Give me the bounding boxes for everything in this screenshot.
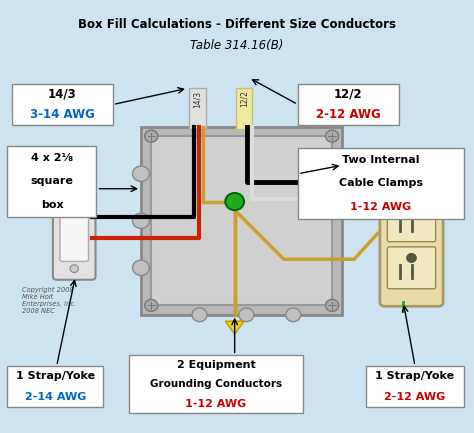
Circle shape xyxy=(326,130,338,142)
FancyBboxPatch shape xyxy=(298,148,464,219)
Text: 12/2: 12/2 xyxy=(334,87,363,100)
FancyBboxPatch shape xyxy=(129,355,302,413)
Text: 12/2: 12/2 xyxy=(239,90,248,107)
Circle shape xyxy=(133,260,149,275)
Text: 1-12 AWG: 1-12 AWG xyxy=(350,202,412,212)
Text: Box Fill Calculations - Different Size Conductors: Box Fill Calculations - Different Size C… xyxy=(78,18,396,31)
FancyBboxPatch shape xyxy=(12,84,113,125)
Text: Grounding Conductors: Grounding Conductors xyxy=(150,379,282,389)
FancyBboxPatch shape xyxy=(60,193,89,262)
FancyBboxPatch shape xyxy=(387,200,436,242)
Circle shape xyxy=(326,300,338,311)
Circle shape xyxy=(225,193,244,210)
Text: square: square xyxy=(30,176,73,186)
FancyBboxPatch shape xyxy=(53,174,96,280)
Text: Two Internal: Two Internal xyxy=(342,155,420,165)
Text: 2 Equipment: 2 Equipment xyxy=(176,360,255,370)
Text: 3-14 AWG: 3-14 AWG xyxy=(30,108,95,121)
FancyBboxPatch shape xyxy=(8,146,97,216)
Polygon shape xyxy=(225,321,244,334)
FancyBboxPatch shape xyxy=(8,366,103,407)
Circle shape xyxy=(133,166,149,181)
Bar xyxy=(236,88,253,129)
Bar xyxy=(189,88,206,129)
FancyBboxPatch shape xyxy=(387,247,436,289)
Text: 2-12 AWG: 2-12 AWG xyxy=(384,391,446,401)
Text: 2-12 AWG: 2-12 AWG xyxy=(316,108,381,121)
Text: Cable Clamps: Cable Clamps xyxy=(339,178,423,188)
Circle shape xyxy=(70,182,78,190)
Circle shape xyxy=(70,265,78,272)
Circle shape xyxy=(239,308,254,322)
FancyBboxPatch shape xyxy=(366,366,464,407)
FancyBboxPatch shape xyxy=(298,84,399,125)
Text: 1 Strap/Yoke: 1 Strap/Yoke xyxy=(375,371,455,381)
Text: Table 314.16(B): Table 314.16(B) xyxy=(191,39,283,52)
Text: 4 x 2¹⁄₈: 4 x 2¹⁄₈ xyxy=(31,153,73,163)
FancyBboxPatch shape xyxy=(151,136,332,305)
Circle shape xyxy=(133,213,149,229)
Text: box: box xyxy=(41,200,63,210)
Text: 14/3: 14/3 xyxy=(48,87,77,100)
FancyBboxPatch shape xyxy=(380,178,443,306)
Circle shape xyxy=(407,254,416,262)
Text: 14/3: 14/3 xyxy=(193,90,201,107)
Text: 2-14 AWG: 2-14 AWG xyxy=(25,391,86,401)
Text: 1 Strap/Yoke: 1 Strap/Yoke xyxy=(16,371,95,381)
FancyBboxPatch shape xyxy=(141,127,342,315)
Circle shape xyxy=(407,207,416,215)
Text: Copyright 2008
Mike Holt
Enterprises, Inc.
2008 NEC: Copyright 2008 Mike Holt Enterprises, In… xyxy=(21,287,76,314)
Circle shape xyxy=(192,308,207,322)
Text: 1-12 AWG: 1-12 AWG xyxy=(185,398,246,408)
Circle shape xyxy=(145,130,158,142)
Circle shape xyxy=(145,300,158,311)
Circle shape xyxy=(286,308,301,322)
